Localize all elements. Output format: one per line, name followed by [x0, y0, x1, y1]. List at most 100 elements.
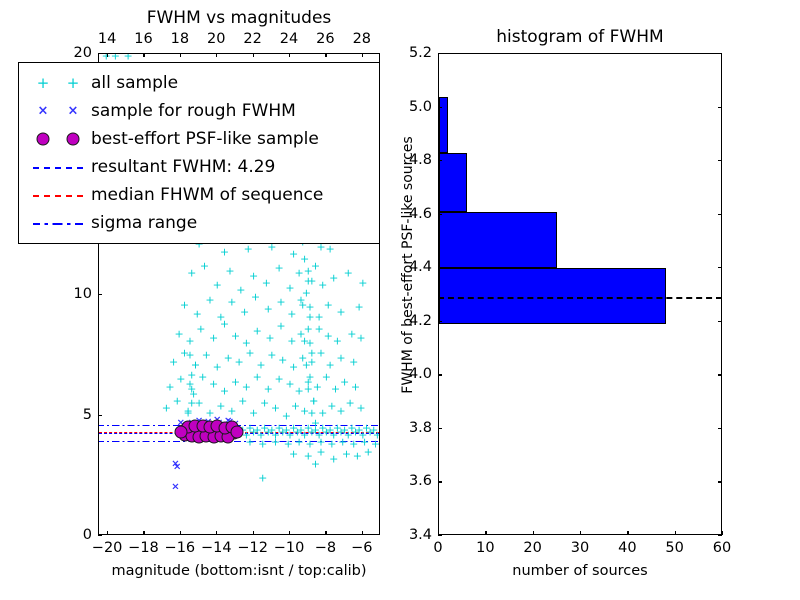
- legend-label: all sample: [91, 73, 179, 93]
- y-tick-mark: [98, 414, 102, 416]
- x-tick-label: −20: [91, 540, 123, 556]
- y-tick-mark: [98, 53, 102, 55]
- scatter-point-all-sample: +: [314, 310, 324, 324]
- legend-handle-plus-icon: + +: [27, 72, 89, 94]
- y-tick-mark: [438, 535, 442, 537]
- legend-entry-2[interactable]: best-effort PSF-like sample: [27, 125, 369, 153]
- y-tick-label: 5: [82, 406, 92, 423]
- scatter-point-all-sample: +: [243, 242, 253, 256]
- scatter-point-all-sample: +: [187, 266, 197, 280]
- scatter-point-all-sample: +: [303, 274, 313, 288]
- y-tick-label: 4.8: [408, 152, 432, 169]
- y-tick-mark: [98, 535, 102, 537]
- scatter-point-all-sample: +: [303, 322, 313, 336]
- scatter-point-rough-sample: ×: [176, 417, 186, 429]
- dashed-line-icon: [33, 167, 83, 169]
- y-tick-mark-right: [718, 535, 722, 537]
- scatter-point-all-sample: +: [110, 54, 120, 63]
- y-tick-mark: [438, 213, 442, 215]
- legend-entry-5[interactable]: sigma range: [27, 209, 369, 237]
- legend-entry-1[interactable]: × × sample for rough FWHM: [27, 97, 369, 125]
- scatter-point-all-sample: +: [289, 247, 299, 261]
- x-tick-mark: [532, 531, 534, 535]
- histogram-bar: [439, 96, 449, 154]
- scatter-point-all-sample: +: [174, 327, 184, 341]
- scatter-point-all-sample: +: [350, 380, 361, 394]
- x-tick-mark: [252, 531, 254, 535]
- scatter-point-all-sample: +: [323, 298, 333, 312]
- left-x-axis-label: magnitude (bottom:isnt / top:calib): [111, 563, 367, 579]
- scatter-point-all-sample: +: [249, 406, 259, 420]
- scatter-point-all-sample: +: [187, 382, 197, 396]
- scatter-point-all-sample: +: [276, 319, 286, 333]
- scatter-point-all-sample: +: [294, 435, 304, 449]
- y-tick-mark-right: [718, 481, 722, 483]
- scatter-point-all-sample: +: [172, 394, 182, 408]
- scatter-point-all-sample: +: [305, 336, 315, 350]
- x-tick-label: −16: [164, 540, 196, 556]
- scatter-point-all-sample: +: [349, 355, 359, 369]
- y-tick-mark: [438, 427, 442, 430]
- y-tick-mark-right: [718, 267, 722, 269]
- scatter-point-all-sample: +: [309, 394, 319, 408]
- scatter-point-all-sample: +: [285, 377, 295, 391]
- scatter-point-all-sample: +: [343, 266, 353, 280]
- scatter-point-all-sample: +: [310, 416, 321, 430]
- scatter-point-all-sample: +: [318, 406, 328, 420]
- scatter-point-all-sample: +: [270, 401, 281, 415]
- scatter-point-all-sample: +: [307, 406, 317, 420]
- scatter-point-all-sample: +: [185, 348, 195, 362]
- scatter-point-all-sample: +: [325, 242, 335, 256]
- y-tick-mark: [438, 481, 442, 483]
- scatter-point-all-sample: +: [296, 327, 306, 341]
- scatter-point-all-sample: +: [212, 360, 222, 374]
- scatter-point-psf-sample: [208, 428, 222, 442]
- histogram-axes: [438, 53, 722, 535]
- scatter-point-all-sample: +: [303, 264, 313, 278]
- scatter-point-all-sample: +: [176, 372, 186, 386]
- histogram-reference-line: [438, 296, 722, 299]
- legend-entry-4[interactable]: median FHWM of sequence: [27, 181, 369, 209]
- scatter-point-all-sample: +: [250, 290, 261, 304]
- scatter-point-all-sample: +: [278, 353, 288, 367]
- scatter-point-all-sample: +: [345, 396, 355, 410]
- scatter-point-all-sample: +: [299, 334, 310, 348]
- plus-icon: +: [66, 74, 80, 92]
- x-tick-label: 30: [570, 540, 590, 556]
- scatter-point-rough-sample: ×: [214, 417, 224, 429]
- x-tick-mark: [325, 531, 327, 535]
- scatter-point-all-sample: +: [183, 406, 193, 420]
- plot-legend[interactable]: + + all sample × × sample for rough FWHM best-…: [18, 62, 380, 244]
- x-tick-mark: [580, 531, 582, 535]
- scatter-point-all-sample: +: [298, 351, 308, 365]
- scatter-point-all-sample: +: [265, 331, 275, 345]
- scatter-point-all-sample: +: [192, 307, 202, 321]
- legend-label: best-effort PSF-like sample: [91, 129, 319, 149]
- y-tick-mark-right: [718, 160, 722, 162]
- top-x-tick-mark: [361, 53, 363, 57]
- scatter-point-all-sample: +: [312, 380, 322, 394]
- x-tick-label: −14: [200, 540, 232, 556]
- scatter-point-all-sample: +: [303, 382, 313, 396]
- legend-handle-cross-icon: × ×: [27, 100, 89, 122]
- x-tick-label: −10: [273, 540, 305, 556]
- y-tick-label: 10: [73, 286, 92, 302]
- scatter-point-all-sample: +: [340, 375, 350, 389]
- scatter-point-all-sample: +: [303, 375, 313, 389]
- top-x-tick-label: 16: [134, 31, 153, 47]
- scatter-point-all-sample: +: [230, 329, 241, 343]
- legend-entry-3[interactable]: resultant FWHM: 4.29: [27, 153, 369, 181]
- y-tick-mark: [438, 320, 442, 322]
- top-x-tick-label: 24: [279, 31, 299, 47]
- scatter-point-all-sample: +: [323, 329, 333, 343]
- scatter-point-all-sample: +: [188, 387, 199, 401]
- scatter-point-all-sample: +: [287, 307, 297, 321]
- scatter-point-all-sample: +: [252, 370, 262, 384]
- legend-entry-0[interactable]: + + all sample: [27, 69, 369, 97]
- histogram-plot-area: [439, 54, 721, 534]
- y-tick-label: 3.4: [408, 527, 432, 543]
- scatter-point-all-sample: +: [347, 327, 357, 341]
- scatter-point-rough-sample: ×: [173, 461, 182, 473]
- y-tick-label: 20: [73, 45, 92, 61]
- scatter-point-all-sample: +: [336, 305, 346, 319]
